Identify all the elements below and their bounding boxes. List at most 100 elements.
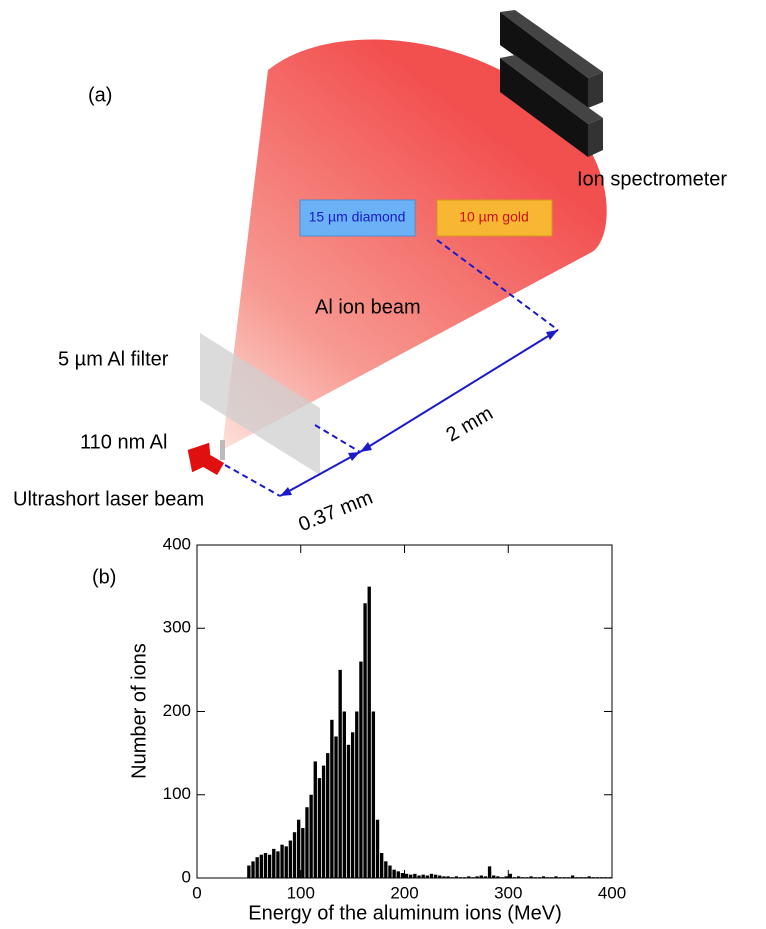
arrowhead xyxy=(280,487,292,496)
spectrometer-side xyxy=(588,72,603,108)
gold-foil xyxy=(436,199,553,237)
ion-beam-cone xyxy=(222,39,607,451)
bar xyxy=(483,876,488,878)
bar xyxy=(359,661,363,878)
bar xyxy=(425,875,429,878)
bar xyxy=(454,876,459,878)
spectrometer-label: Ion spectrometer xyxy=(577,168,727,190)
bar xyxy=(330,719,334,878)
bar xyxy=(288,840,293,878)
dashed-line xyxy=(224,464,281,497)
bar xyxy=(400,873,405,878)
x-tick-label: 400 xyxy=(598,883,626,902)
target-foil xyxy=(220,440,225,460)
bar xyxy=(380,853,384,878)
y-tick-label: 400 xyxy=(163,534,191,553)
spectrometer-side xyxy=(588,118,603,157)
dashed-line xyxy=(314,424,361,453)
bar xyxy=(346,744,351,878)
bar xyxy=(301,828,305,878)
plot-frame xyxy=(196,544,613,879)
spectrometer-top xyxy=(500,55,603,124)
x-tick-label: 300 xyxy=(494,883,522,902)
bar xyxy=(554,876,558,878)
bar xyxy=(541,876,546,878)
arrowhead xyxy=(360,442,372,452)
bar xyxy=(475,876,479,878)
bar xyxy=(404,873,409,878)
x-tick-label: 100 xyxy=(287,883,315,902)
bar xyxy=(492,875,496,878)
bar xyxy=(421,874,425,878)
histogram-chart: (b) Energy of the aluminum ions (MeV) Nu… xyxy=(92,534,626,924)
x-tick-label: 0 xyxy=(192,883,201,902)
dimension-lines xyxy=(224,239,559,497)
y-tick-label: 0 xyxy=(182,867,191,886)
bar xyxy=(305,807,309,878)
bar xyxy=(409,874,413,878)
bar xyxy=(516,876,521,878)
panel-label: (b) xyxy=(92,566,116,588)
bar xyxy=(263,853,268,878)
bar xyxy=(508,873,512,878)
bar xyxy=(371,711,376,878)
distance-label: 0.37 mm xyxy=(296,487,376,537)
arrowheads xyxy=(280,330,558,496)
bar xyxy=(487,866,492,878)
bar xyxy=(313,761,317,878)
bar xyxy=(326,753,330,878)
x-tick-label: 200 xyxy=(390,883,418,902)
dashed-line xyxy=(436,239,559,331)
diamond-label: 15 µm diamond xyxy=(309,209,406,225)
arrowhead xyxy=(348,452,360,461)
bar xyxy=(338,669,342,878)
bar xyxy=(350,732,355,878)
bar xyxy=(297,819,301,878)
arrowhead xyxy=(546,330,558,340)
bar xyxy=(355,711,359,878)
bar xyxy=(396,871,400,878)
y-axis-label: Number of ions xyxy=(128,643,150,779)
dimension-line xyxy=(279,451,361,497)
bar xyxy=(504,876,508,878)
bar xyxy=(284,846,288,878)
bar xyxy=(267,854,272,878)
bar xyxy=(417,875,421,878)
spectrometer-slab xyxy=(500,12,588,108)
bar xyxy=(570,875,575,878)
target-label: 110 nm Al xyxy=(80,431,167,453)
bar xyxy=(429,873,434,878)
bar xyxy=(384,861,388,878)
bar xyxy=(392,869,396,878)
al-filter xyxy=(200,333,320,475)
bar xyxy=(255,857,259,878)
bar xyxy=(446,876,450,878)
bar xyxy=(317,778,322,878)
spectrometer-top xyxy=(500,10,603,78)
x-axis-label: Energy of the aluminum ions (MeV) xyxy=(248,902,561,924)
bar xyxy=(259,854,263,878)
bar xyxy=(272,848,276,878)
spectrometer-slab xyxy=(500,58,588,157)
filter-label: 5 µm Al filter xyxy=(58,348,169,370)
y-tick-label: 100 xyxy=(163,784,191,803)
diamond-foil xyxy=(299,199,416,237)
bar xyxy=(321,765,326,878)
bar xyxy=(413,873,417,878)
gold-label: 10 µm gold xyxy=(459,209,529,225)
bar xyxy=(334,736,338,878)
bar xyxy=(388,865,392,878)
bar xyxy=(309,794,313,878)
bar xyxy=(479,875,483,878)
bar xyxy=(342,711,346,878)
bar xyxy=(247,865,251,878)
bar xyxy=(292,832,297,878)
distance-label: 2 mm xyxy=(442,402,496,446)
laser-arrow xyxy=(187,442,225,476)
bar xyxy=(496,876,500,878)
diagram: (a) Ion spectrometer 15 µm diamond 10 µm… xyxy=(13,10,727,536)
bar xyxy=(442,876,446,878)
y-tick-label: 200 xyxy=(163,701,191,720)
